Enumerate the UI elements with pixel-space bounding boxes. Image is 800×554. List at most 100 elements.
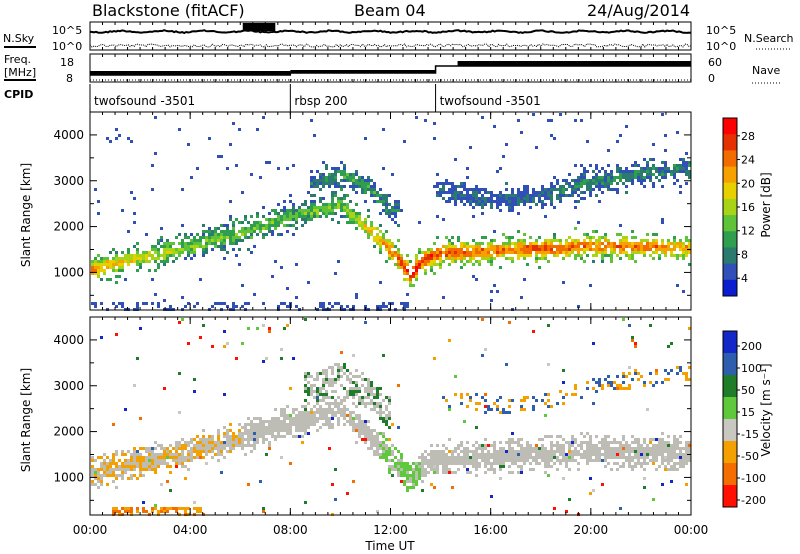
power-cell xyxy=(454,257,457,260)
power-cell xyxy=(229,143,232,146)
velocity-cell xyxy=(244,444,247,447)
velocity-cell xyxy=(331,396,334,399)
power-cell xyxy=(523,254,526,257)
velocity-cell xyxy=(241,447,244,450)
power-cell xyxy=(307,215,310,218)
power-cell xyxy=(274,221,277,224)
velocity-cell xyxy=(358,423,361,426)
velocity-cell xyxy=(604,453,607,456)
power-cell xyxy=(319,215,322,218)
power-cell xyxy=(676,242,679,245)
power-cell xyxy=(127,254,130,257)
power-cell xyxy=(343,179,346,182)
velocity-cell xyxy=(331,372,334,375)
velocity-cell xyxy=(130,462,133,465)
velocity-cell xyxy=(262,438,265,441)
power-cell xyxy=(310,203,313,206)
power-cell xyxy=(571,179,574,182)
power-cell xyxy=(547,188,550,191)
velocity-cell xyxy=(607,456,610,459)
power-cell xyxy=(313,215,316,218)
velocity-cell xyxy=(484,405,487,408)
power-cell xyxy=(160,254,163,257)
power-cell xyxy=(682,161,685,164)
power-cell xyxy=(454,254,457,257)
velocity-cell xyxy=(97,486,100,489)
power-cell xyxy=(625,254,628,257)
power-cell xyxy=(316,182,319,185)
velocity-cell xyxy=(643,453,646,456)
power-cell xyxy=(313,176,316,179)
power-cell xyxy=(457,254,460,257)
velocity-cell xyxy=(106,462,109,465)
power-cell xyxy=(544,254,547,257)
velocity-cell xyxy=(541,450,544,453)
power-cell xyxy=(424,260,427,263)
power-cell xyxy=(169,254,172,257)
nave-bar-2 xyxy=(290,70,436,73)
power-cell xyxy=(559,197,562,200)
power-cell xyxy=(592,236,595,239)
velocity-cell xyxy=(634,369,637,372)
power-colorbar-swatch xyxy=(723,134,737,151)
power-cell xyxy=(517,191,520,194)
power-cell xyxy=(598,170,601,173)
velocity-cell xyxy=(520,399,523,402)
velocity-cell xyxy=(466,453,469,456)
velocity-cell xyxy=(181,459,184,462)
velocity-cell xyxy=(490,408,493,411)
velocity-cell xyxy=(334,378,337,381)
power-cell xyxy=(592,260,595,263)
power-cell xyxy=(247,221,250,224)
power-cell xyxy=(184,305,187,308)
velocity-cell xyxy=(370,399,373,402)
velocity-cell xyxy=(646,456,649,459)
power-cell xyxy=(544,191,547,194)
velocity-cell xyxy=(418,474,421,477)
power-cell xyxy=(676,170,679,173)
power-cell xyxy=(595,182,598,185)
power-cell xyxy=(475,278,478,281)
power-cell xyxy=(238,230,241,233)
velocity-cell xyxy=(634,342,637,345)
power-cell xyxy=(640,182,643,185)
velocity-cell xyxy=(409,468,412,471)
velocity-cell xyxy=(409,465,412,468)
power-cell xyxy=(667,170,670,173)
velocity-cell xyxy=(553,450,556,453)
power-cell xyxy=(400,260,403,263)
power-cell xyxy=(397,206,400,209)
velocity-cell xyxy=(253,426,256,429)
velocity-cell xyxy=(124,465,127,468)
power-cell xyxy=(244,236,247,239)
power-cell xyxy=(601,251,604,254)
power-cell xyxy=(217,227,220,230)
velocity-cell xyxy=(664,369,667,372)
velocity-cell xyxy=(610,381,613,384)
power-cell xyxy=(286,215,289,218)
velocity-cell xyxy=(481,354,484,357)
power-cell xyxy=(178,254,181,257)
velocity-cell xyxy=(373,441,376,444)
velocity-cell xyxy=(547,462,550,465)
power-cell xyxy=(490,254,493,257)
velocity-cell xyxy=(208,447,211,450)
power-cell xyxy=(442,188,445,191)
power-cell xyxy=(688,239,691,242)
power-cell xyxy=(484,257,487,260)
velocity-cell xyxy=(640,456,643,459)
power-cell xyxy=(394,200,397,203)
velocity-cell xyxy=(676,453,679,456)
velocity-cell xyxy=(385,447,388,450)
velocity-cell xyxy=(322,381,325,384)
velocity-cell xyxy=(367,438,370,441)
velocity-cell xyxy=(628,462,631,465)
power-cell xyxy=(640,242,643,245)
velocity-cell xyxy=(466,462,469,465)
velocity-cell xyxy=(328,366,331,369)
power-cell xyxy=(469,194,472,197)
velocity-cell xyxy=(568,453,571,456)
power-cell xyxy=(682,254,685,257)
velocity-cell xyxy=(394,447,397,450)
velocity-cell xyxy=(643,462,646,465)
